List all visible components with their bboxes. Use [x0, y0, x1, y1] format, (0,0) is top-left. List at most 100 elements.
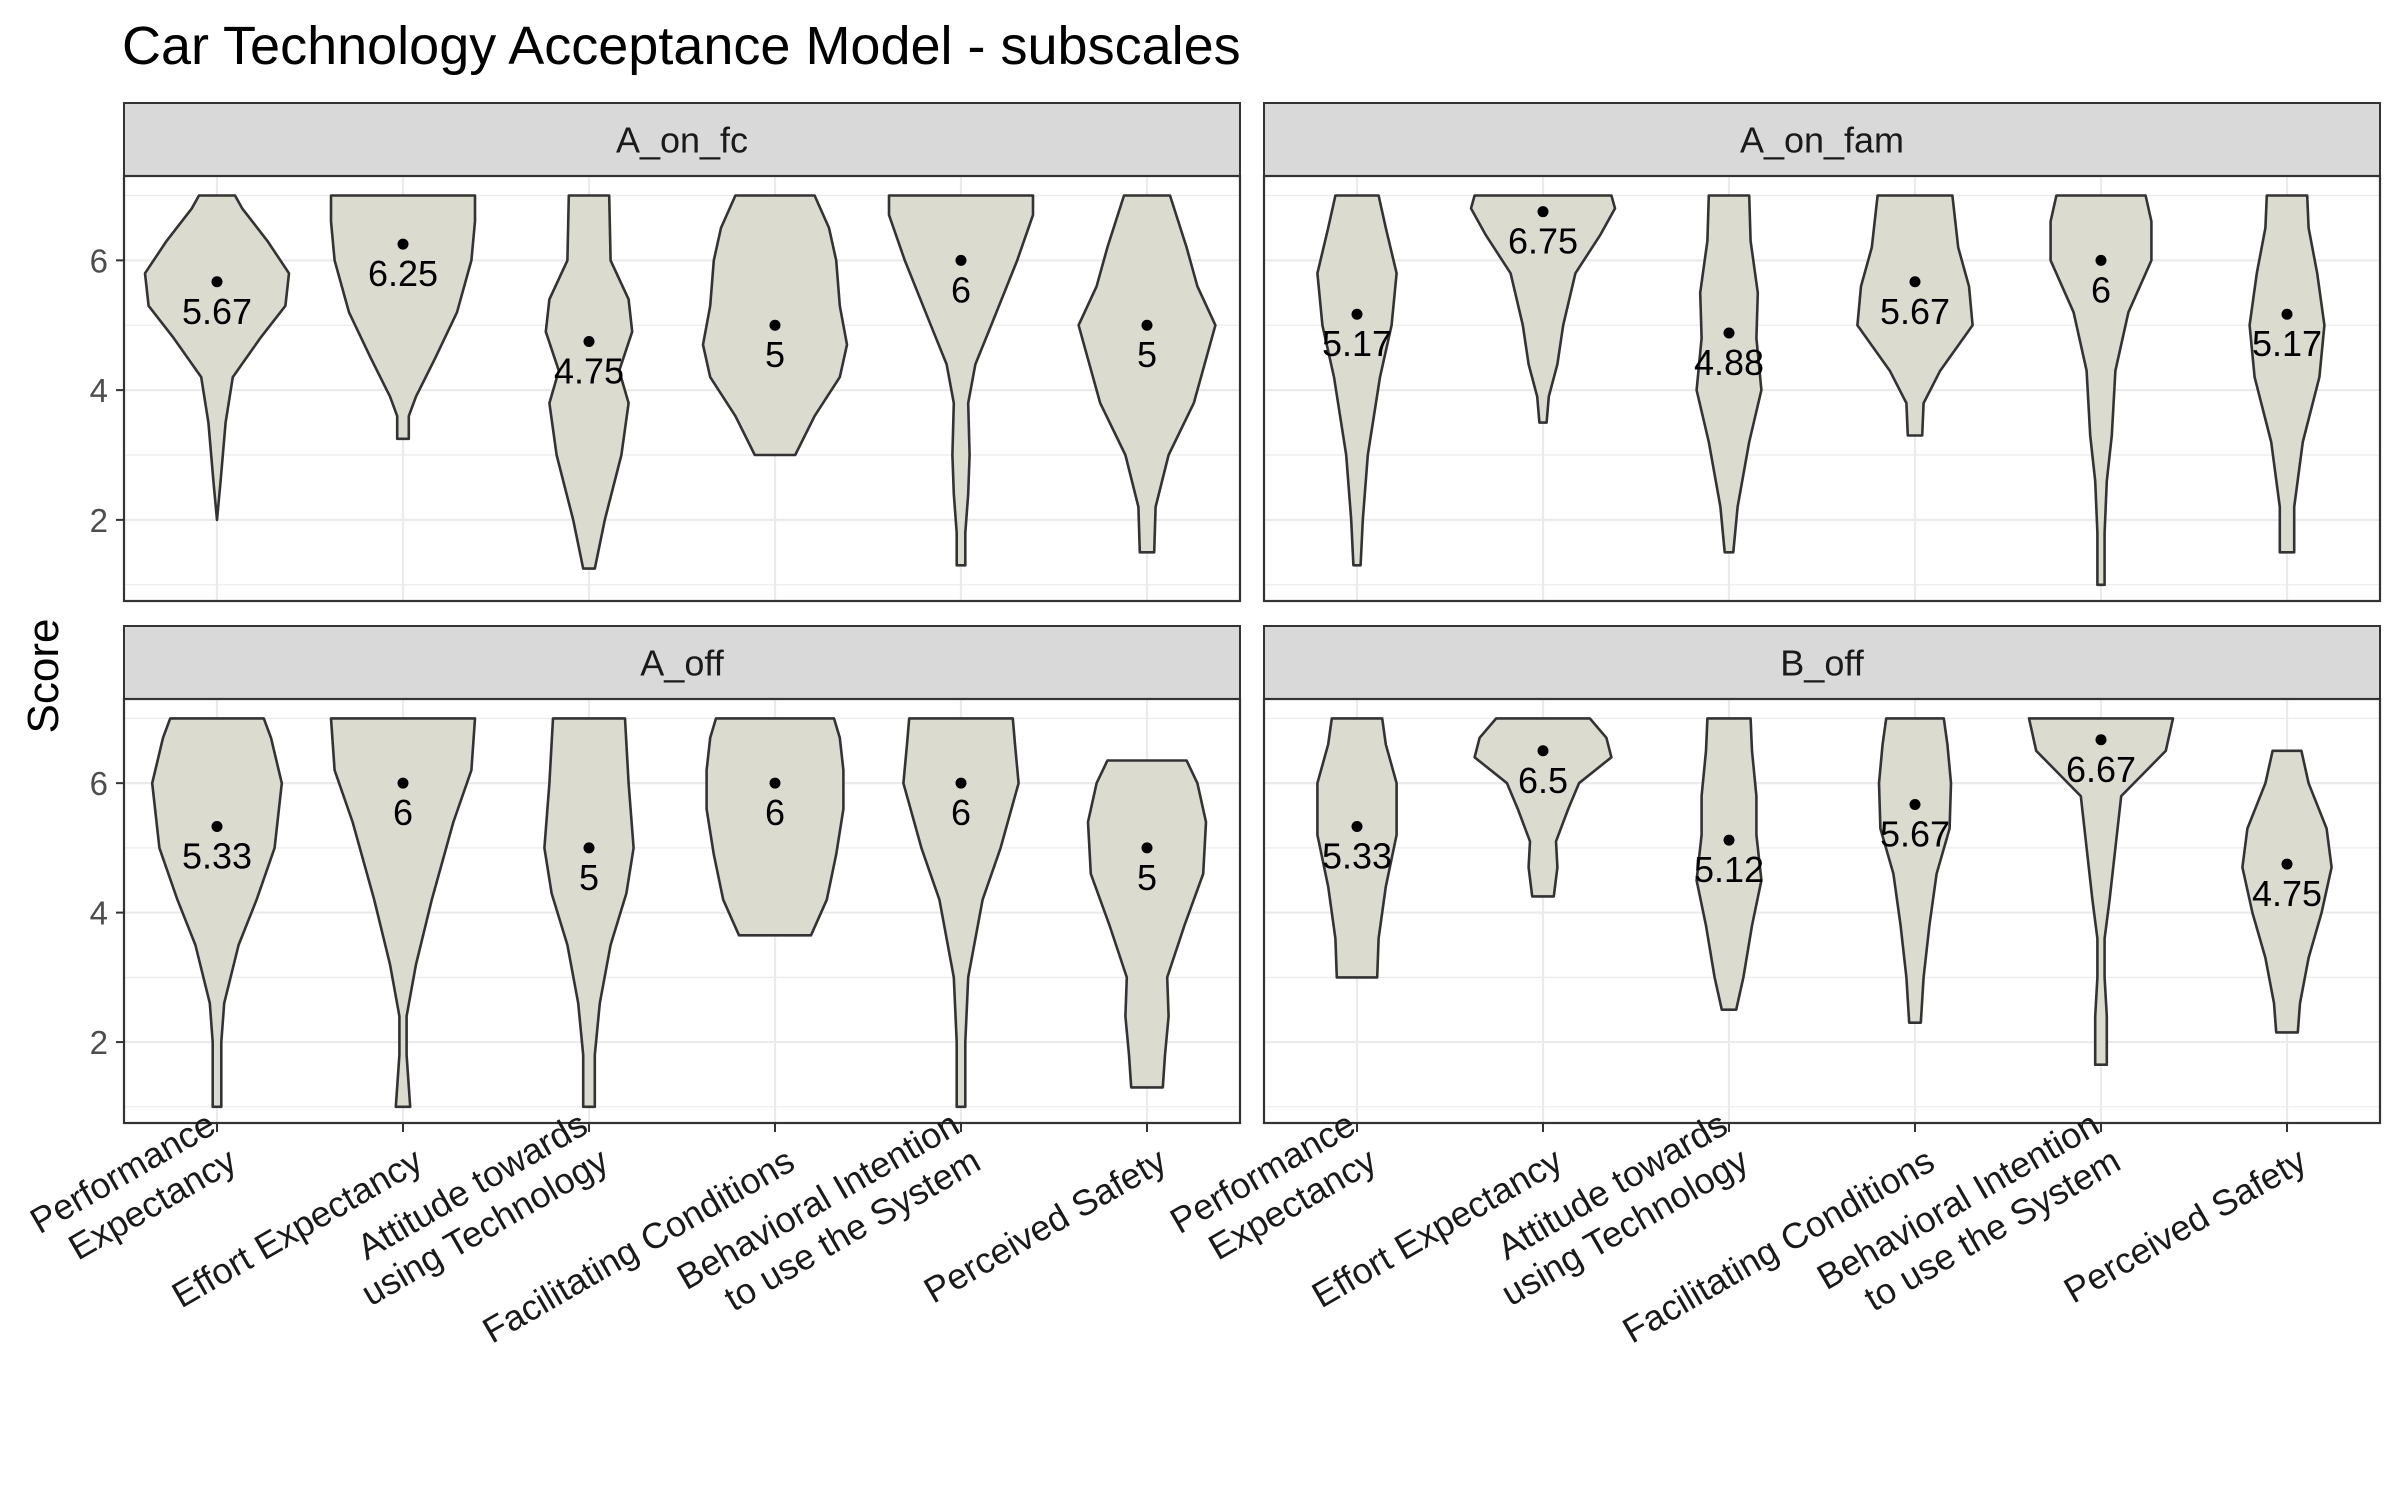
plot-area	[124, 699, 1240, 1123]
median-point	[2095, 734, 2107, 746]
median-label: 6	[951, 269, 971, 310]
median-label: 6.5	[1518, 760, 1568, 801]
y-axis-label: Score	[19, 619, 68, 734]
y-tick-label: 4	[90, 895, 108, 932]
median-point	[1723, 327, 1735, 339]
median-point	[1351, 308, 1363, 320]
violin	[2248, 194, 2326, 554]
y-tick-label: 6	[90, 765, 108, 802]
violin	[544, 194, 634, 570]
median-point	[1141, 319, 1153, 331]
violin	[2241, 749, 2333, 1034]
median-point	[1537, 206, 1549, 218]
violin	[1316, 717, 1398, 979]
violin	[902, 717, 1020, 1109]
violin	[1695, 717, 1763, 1011]
median-point	[769, 319, 781, 331]
median-label: 6	[951, 792, 971, 833]
median-point	[583, 335, 595, 347]
panel-border	[1262, 697, 2382, 1125]
facet-strip	[123, 625, 1241, 700]
violin	[1077, 194, 1217, 554]
median-label: 6	[765, 792, 785, 833]
median-point	[583, 842, 595, 854]
median-label: 4.88	[1694, 342, 1764, 383]
median-label: 5	[765, 334, 785, 375]
violin	[705, 717, 845, 937]
violin	[543, 717, 635, 1109]
x-tick-label: PerformanceExpectancy	[1163, 1103, 1383, 1278]
median-label: 5.67	[1880, 291, 1950, 332]
median-label: 6.25	[368, 253, 438, 294]
panel-B_off: B_off 5.33 6.5 5.12 5.67 6.67 4.75 PerformanceE…	[1163, 625, 2382, 1351]
median-point	[2281, 308, 2293, 320]
violin	[150, 717, 284, 1109]
facet-strip	[1263, 625, 2381, 700]
plot-area	[124, 176, 1240, 601]
violin	[143, 194, 291, 522]
y-tick-label: 6	[90, 242, 108, 279]
x-tick-label: PerformanceExpectancy	[23, 1103, 243, 1278]
facet-strip	[1263, 102, 2381, 177]
median-label: 5.67	[182, 291, 252, 332]
median-label: 6	[393, 792, 413, 833]
median-point	[2095, 254, 2107, 266]
violin	[2027, 717, 2175, 1066]
violin	[1086, 759, 1208, 1089]
median-label: 5.67	[1880, 814, 1950, 855]
median-point	[2281, 858, 2293, 870]
median-label: 6.75	[1508, 221, 1578, 262]
plot-area	[1264, 176, 2380, 601]
panel-border	[1262, 174, 2382, 603]
median-point	[397, 238, 409, 250]
median-label: 6.67	[2066, 749, 2136, 790]
facet-label: A_off	[640, 643, 724, 684]
median-label: 5	[1137, 857, 1157, 898]
violin	[329, 194, 477, 441]
median-label: 5.17	[2252, 323, 2322, 364]
violin	[1473, 717, 1613, 898]
median-point	[211, 821, 223, 833]
median-point	[1723, 834, 1735, 846]
median-label: 6	[2091, 269, 2111, 310]
violin	[1877, 717, 1953, 1024]
violin	[1469, 194, 1617, 424]
median-label: 4.75	[2252, 873, 2322, 914]
median-label: 5.33	[182, 836, 252, 877]
facet-label: A_on_fc	[616, 120, 748, 161]
median-label: 4.75	[554, 350, 624, 391]
chart-title: Car Technology Acceptance Model - subsca…	[122, 16, 1241, 76]
panel-A_on_fc: A_on_fc 5.67 6.25 4.75 5 6 5 2 4 6	[90, 102, 1242, 603]
median-point	[211, 276, 223, 288]
median-label: 5.17	[1322, 323, 1392, 364]
median-label: 5.33	[1322, 836, 1392, 877]
panel-border	[122, 174, 1242, 603]
median-point	[955, 254, 967, 266]
median-label: 5	[579, 857, 599, 898]
median-point	[1537, 745, 1549, 757]
violin	[1316, 194, 1398, 567]
median-point	[397, 777, 409, 789]
median-point	[1909, 799, 1921, 811]
violin	[329, 717, 477, 1109]
median-point	[955, 777, 967, 789]
facet-label: B_off	[1780, 643, 1864, 684]
facet-strip	[123, 102, 1241, 177]
median-point	[1141, 842, 1153, 854]
violin	[887, 194, 1035, 567]
panels: A_on_fc 5.67 6.25 4.75 5 6 5 2 4 6 A_on_fam 5.17 6.7…	[23, 102, 2382, 1351]
violin	[2049, 194, 2153, 587]
y-tick-label: 4	[90, 372, 108, 409]
plot-area	[1264, 699, 2380, 1123]
median-point	[1351, 821, 1363, 833]
y-tick-label: 2	[90, 502, 108, 539]
median-point	[1909, 276, 1921, 288]
violin	[1856, 194, 1974, 437]
y-tick-label: 2	[90, 1024, 108, 1061]
violin	[1695, 194, 1763, 554]
panel-A_on_fam: A_on_fam 5.17 6.75 4.88 5.67 6 5.17	[1262, 102, 2382, 603]
median-label: 5	[1137, 334, 1157, 375]
